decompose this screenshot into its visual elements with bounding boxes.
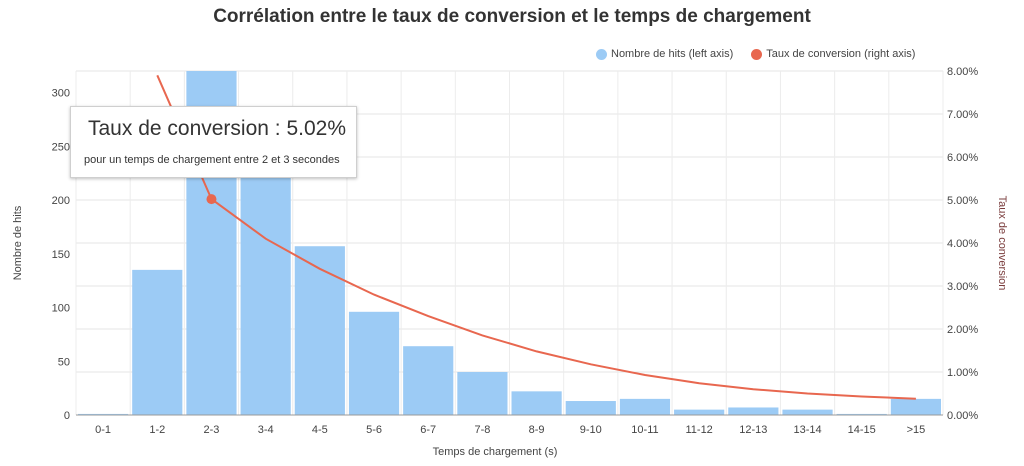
bar bbox=[674, 409, 725, 415]
x-axis-title: Temps de chargement (s) bbox=[433, 446, 558, 458]
x-tick-label: 2-3 bbox=[204, 424, 220, 436]
bar bbox=[836, 413, 887, 415]
x-tick-label: 6-7 bbox=[420, 424, 436, 436]
y2-axis-title: Taux de conversion bbox=[996, 196, 1008, 291]
x-tick-label: 12-13 bbox=[739, 424, 767, 436]
bar bbox=[294, 246, 345, 415]
x-tick-label: 5-6 bbox=[366, 424, 382, 436]
conversion-tooltip: Taux de conversion : 5.02% pour un temps… bbox=[70, 106, 357, 178]
x-tick-label: 7-8 bbox=[474, 424, 490, 436]
bar bbox=[890, 398, 941, 415]
x-tick-label: 4-5 bbox=[312, 424, 328, 436]
bar-layer bbox=[78, 71, 941, 415]
bar bbox=[565, 401, 616, 415]
y-tick-label: 100 bbox=[52, 303, 70, 315]
legend-marker-conversion bbox=[751, 48, 763, 60]
legend-item-hits[interactable]: Nombre de hits (left axis) bbox=[596, 48, 733, 60]
x-tick-label: >15 bbox=[907, 424, 926, 436]
x-tick-label: 1-2 bbox=[149, 424, 165, 436]
tooltip-title: Taux de conversion : 5.02% bbox=[88, 117, 346, 140]
legend-marker-hits bbox=[596, 48, 607, 60]
x-tick-label: 8-9 bbox=[529, 424, 545, 436]
x-tick-label: 0-1 bbox=[95, 424, 111, 436]
y2-tick-label: 2.00% bbox=[947, 324, 978, 336]
y-tick-label: 150 bbox=[52, 249, 70, 261]
y-tick-label: 0 bbox=[64, 410, 70, 422]
bar bbox=[240, 173, 291, 415]
y2-tick-label: 6.00% bbox=[947, 152, 978, 164]
line-layer bbox=[156, 74, 916, 400]
x-tick-label: 9-10 bbox=[580, 424, 602, 436]
y2-tick-label: 3.00% bbox=[947, 281, 978, 293]
bar bbox=[403, 346, 454, 415]
bar bbox=[782, 409, 833, 415]
bar bbox=[132, 269, 183, 415]
y-tick-label: 250 bbox=[52, 141, 70, 153]
y2-tick-label: 1.00% bbox=[947, 367, 978, 379]
y2-tick-label: 4.00% bbox=[947, 238, 978, 250]
bar bbox=[457, 372, 508, 415]
y-tick-label: 300 bbox=[52, 88, 70, 100]
bar bbox=[511, 391, 562, 415]
conversion-point-highlight bbox=[206, 194, 217, 205]
x-tick-label: 10-11 bbox=[631, 424, 658, 436]
y2-tick-label: 7.00% bbox=[947, 109, 978, 121]
bar bbox=[728, 407, 779, 415]
x-tick-label: 11-12 bbox=[685, 424, 712, 436]
bar bbox=[619, 398, 671, 415]
y2-tick-label: 8.00% bbox=[947, 66, 978, 78]
legend-label-conversion: Taux de conversion (right axis) bbox=[766, 48, 916, 60]
legend-label-hits: Nombre de hits (left axis) bbox=[611, 48, 734, 60]
chart-title: Corrélation entre le taux de conversion … bbox=[213, 6, 811, 27]
y2-tick-label: 5.00% bbox=[947, 195, 978, 207]
bar bbox=[348, 311, 400, 415]
y-axis-title: Nombre de hits bbox=[12, 205, 24, 280]
tooltip-subtitle: pour un temps de chargement entre 2 et 3… bbox=[84, 154, 340, 166]
chart-legend: Nombre de hits (left axis) Taux de conve… bbox=[596, 48, 933, 60]
y2-tick-label: 0.00% bbox=[947, 410, 978, 422]
y-tick-label: 50 bbox=[58, 356, 70, 368]
bar bbox=[78, 413, 129, 415]
legend-item-conversion[interactable]: Taux de conversion (right axis) bbox=[751, 48, 915, 60]
x-tick-label: 13-14 bbox=[793, 424, 821, 436]
x-tick-label: 14-15 bbox=[848, 424, 876, 436]
conversion-line bbox=[156, 74, 916, 400]
x-tick-label: 3-4 bbox=[258, 424, 274, 436]
y-tick-label: 200 bbox=[52, 195, 70, 207]
axis-layer: 0 50 100 150 200 250 300 0.00% 1.00% 2.00% 3.00% 4.… bbox=[52, 66, 979, 436]
